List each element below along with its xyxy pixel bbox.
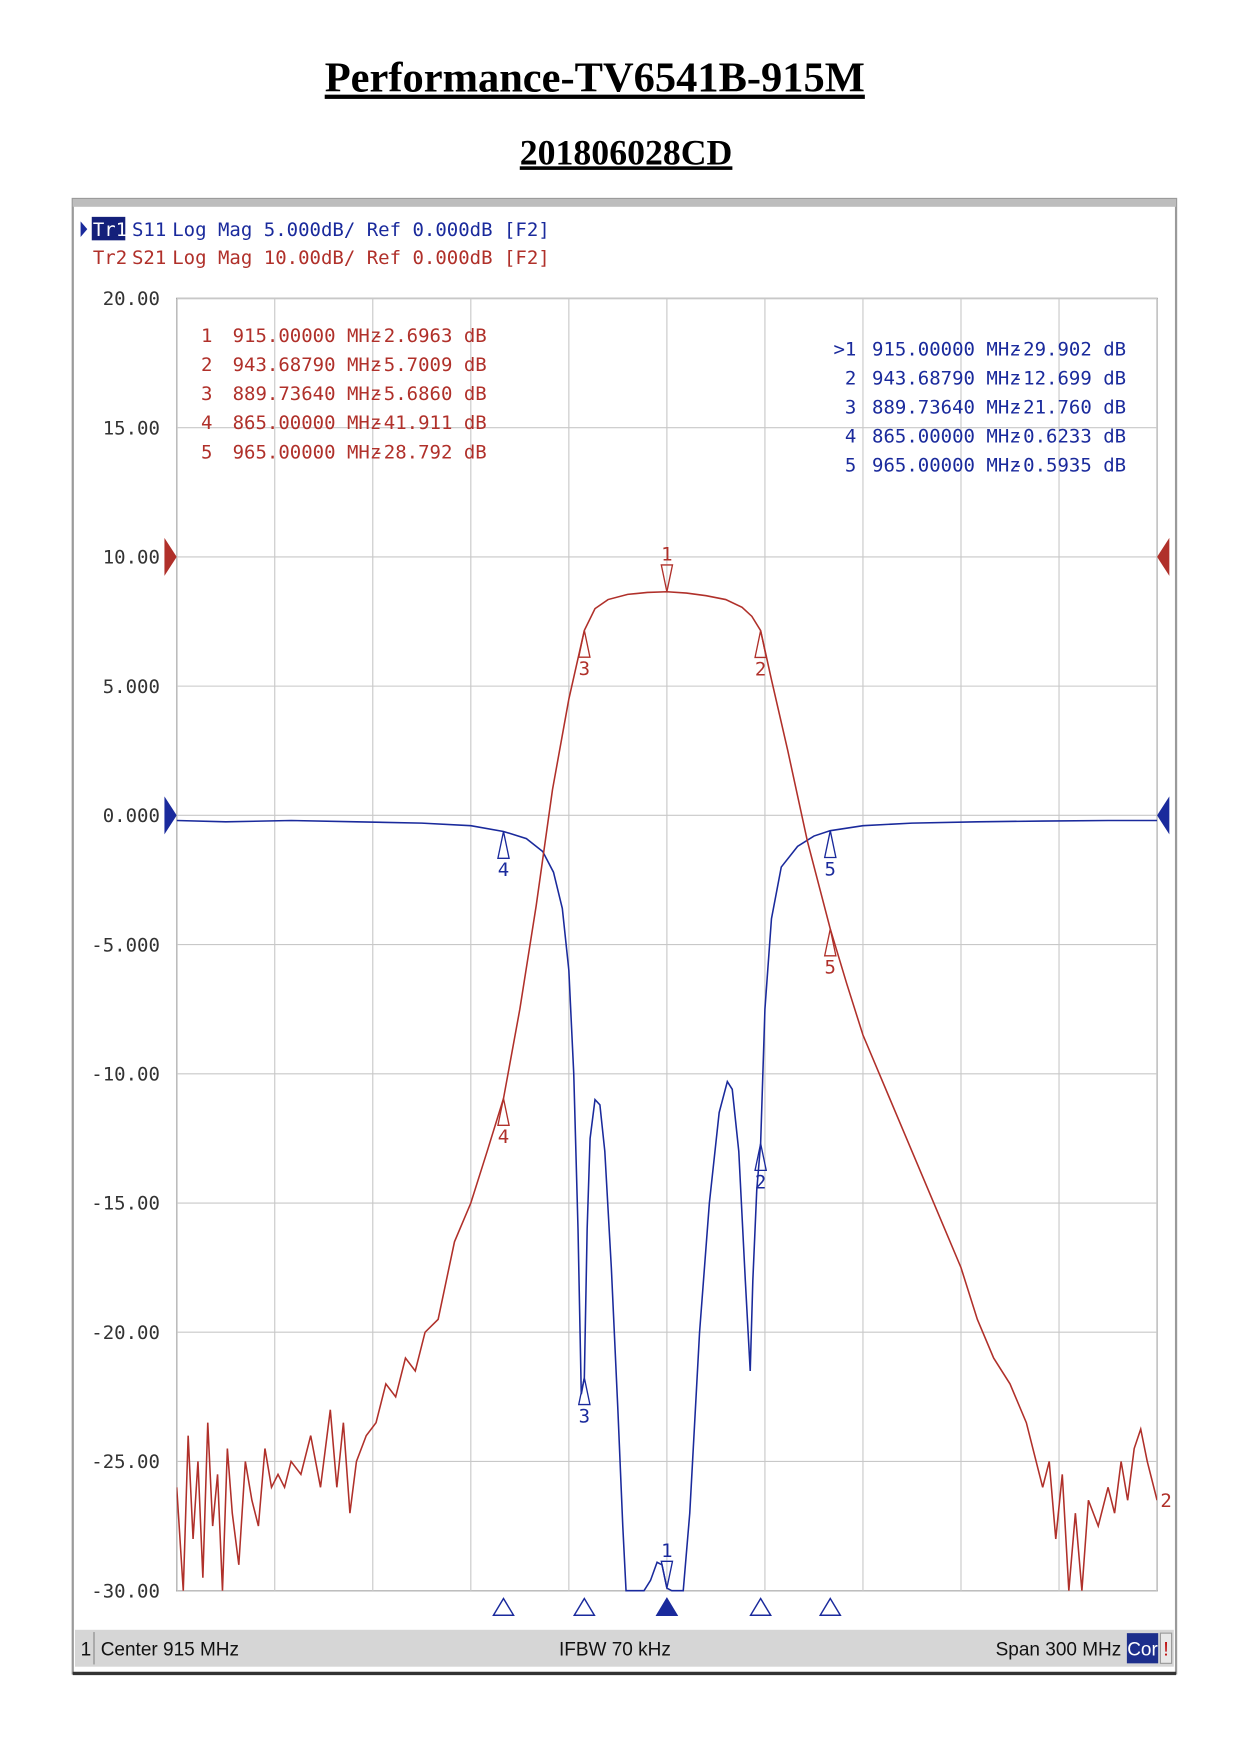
marker-table-id: 1	[201, 325, 212, 347]
marker-label: 2	[755, 658, 766, 680]
marker-triangle	[660, 564, 674, 592]
y-tick-label: 20.00	[103, 288, 160, 310]
ref-arrow-right	[1157, 537, 1170, 576]
y-tick-label: -15.00	[91, 1193, 160, 1215]
marker-label: 5	[825, 957, 836, 979]
marker-triangle	[823, 928, 837, 957]
status-alert: !	[1163, 1640, 1168, 1661]
marker-label: 3	[579, 658, 590, 680]
marker-triangle	[754, 1143, 768, 1172]
marker-table-id: >1	[833, 338, 856, 360]
y-tick-label: 15.00	[103, 417, 160, 439]
trace-param: S11	[132, 219, 166, 241]
y-tick-label: 10.00	[103, 547, 160, 569]
marker-table-freq: 865.00000 MHz	[872, 426, 1021, 448]
stimulus-marker	[749, 1597, 772, 1616]
marker-table-id: 5	[845, 455, 856, 477]
trace-format: Log Mag 10.00dB/ Ref 0.000dB [F2]	[172, 247, 550, 269]
marker-label: 1	[661, 543, 672, 565]
marker-label: 2	[755, 1171, 766, 1193]
status-bar	[74, 1629, 1174, 1667]
marker-table-value: -0.6233 dB	[1012, 426, 1126, 448]
marker-triangle	[660, 1560, 674, 1589]
marker-table-id: 2	[201, 354, 212, 376]
marker-table-value: -21.760 dB	[1012, 397, 1126, 419]
marker-table-id: 3	[201, 383, 212, 405]
marker-table-freq: 889.73640 MHz	[872, 397, 1021, 419]
ref-arrow-left	[164, 537, 177, 576]
trace-param: S21	[132, 247, 166, 269]
marker-label: 1	[661, 1540, 672, 1562]
trace-format: Log Mag 5.000dB/ Ref 0.000dB [F2]	[172, 219, 550, 241]
marker-triangle	[577, 630, 591, 658]
y-tick-label: -20.00	[91, 1322, 160, 1344]
marker-table-freq: 965.00000 MHz	[233, 441, 382, 463]
marker-table-value: -28.792 dB	[372, 441, 486, 463]
marker-label: 4	[498, 1126, 509, 1148]
trace-id: Tr2	[93, 247, 127, 269]
status-cor-box	[1126, 1633, 1159, 1664]
marker-table-freq: 889.73640 MHz	[233, 383, 382, 405]
stimulus-marker	[818, 1597, 842, 1616]
page-subtitle: 201806028CD	[520, 132, 733, 172]
stimulus-marker	[655, 1597, 679, 1616]
marker-triangle	[823, 830, 837, 859]
marker-table-freq: 865.00000 MHz	[233, 412, 382, 434]
marker-table-freq: 943.68790 MHz	[872, 368, 1021, 390]
marker-triangle	[577, 1377, 591, 1406]
marker-table-value: -29.902 dB	[1012, 338, 1126, 360]
marker-table-value: -0.5935 dB	[1012, 455, 1126, 477]
trace-layer	[176, 590, 1158, 1592]
trace-line	[176, 590, 1158, 1591]
y-tick-label: -10.00	[91, 1063, 160, 1085]
stimulus-marker	[572, 1597, 596, 1616]
marker-label: 4	[498, 859, 509, 881]
y-tick-label: -30.00	[91, 1580, 160, 1602]
marker-table-id: 3	[845, 397, 856, 419]
marker-table-freq: 965.00000 MHz	[872, 455, 1021, 477]
marker-table-value: -41.911 dB	[372, 412, 486, 434]
page-title: Performance-TV6541B-915M	[325, 55, 865, 102]
status-ifbw: IFBW 70 kHz	[559, 1640, 671, 1661]
status-channel: 1	[81, 1640, 92, 1661]
marker-table-freq: 943.68790 MHz	[233, 354, 382, 376]
y-tick-label: -5.000	[91, 934, 160, 956]
marker-table-id: 5	[201, 441, 212, 463]
marker-triangle	[754, 630, 768, 659]
marker-label: 3	[579, 1405, 590, 1427]
trace-line	[176, 819, 1158, 1592]
y-tick-label: -25.00	[91, 1451, 160, 1473]
marker-table-value: -2.6963 dB	[372, 325, 486, 347]
y-tick-label: 5.000	[103, 676, 160, 698]
marker-table-id: 2	[845, 368, 856, 390]
ref-arrow-right	[1157, 796, 1170, 835]
stimulus-marker	[492, 1597, 515, 1616]
marker-table-value: -5.7009 dB	[372, 354, 486, 376]
marker-label: 5	[825, 858, 836, 880]
status-alert-box	[1159, 1632, 1173, 1664]
active-trace-box	[91, 216, 126, 241]
marker-table-value: -12.699 dB	[1012, 368, 1126, 390]
marker-table-freq: 915.00000 MHz	[233, 325, 382, 347]
marker-triangle	[497, 1098, 510, 1126]
y-tick-label: 0.000	[103, 805, 160, 827]
marker-table-id: 4	[201, 412, 212, 434]
active-trace-indicator	[80, 221, 88, 237]
frame-top-bar	[72, 198, 1177, 207]
marker-table-freq: 915.00000 MHz	[872, 338, 1021, 360]
ref-arrow-left	[164, 796, 177, 835]
marker-table-id: 4	[845, 426, 856, 448]
marker-triangle	[497, 831, 510, 859]
trace-id: Tr1	[93, 219, 127, 241]
trace-end-label: 2	[1160, 1490, 1171, 1512]
status-span: Span 300 MHz	[996, 1640, 1122, 1661]
status-center: Center 915 MHz	[101, 1640, 239, 1661]
status-cor: Cor	[1127, 1640, 1158, 1661]
marker-table-value: -5.6860 dB	[372, 383, 486, 405]
